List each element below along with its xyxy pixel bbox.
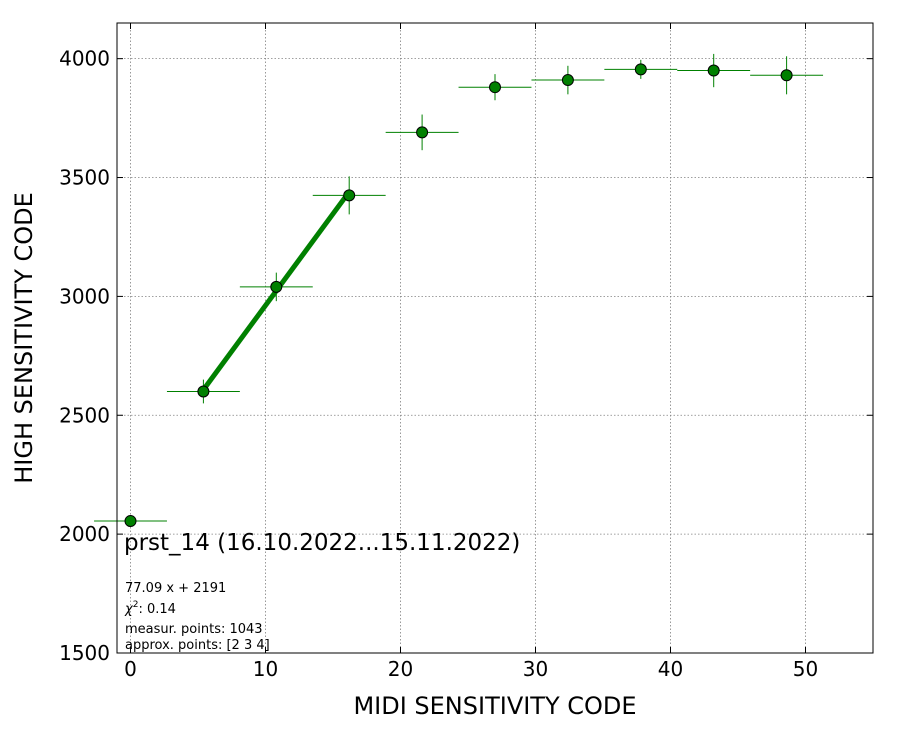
x-tick-label: 0: [124, 657, 137, 681]
data-point: [634, 63, 647, 76]
data-point: [416, 126, 429, 139]
y-tick-label: 2500: [59, 403, 110, 427]
data-point: [197, 385, 210, 398]
approximation-points: approx. points: [2 3 4]: [125, 638, 270, 653]
y-tick-label: 4000: [59, 47, 110, 71]
data-points-layer: [94, 53, 824, 528]
plot-frame: [116, 22, 874, 654]
fit-equation: 77.09 x + 2191: [125, 581, 226, 596]
x-tick-label: 50: [793, 657, 818, 681]
annotation-title: prst_14 (16.10.2022...15.11.2022): [124, 530, 520, 556]
data-point: [270, 280, 283, 293]
x-axis-label: MIDI SENSITIVITY CODE: [353, 692, 636, 720]
data-point: [343, 189, 356, 202]
grid-lines: [117, 23, 873, 654]
y-tick-label: 1500: [59, 641, 110, 665]
data-point: [561, 74, 574, 87]
y-tick-label: 3000: [59, 284, 110, 308]
chi-superscript: 2: [133, 600, 139, 610]
y-axis-label: HIGH SENSITIVITY CODE: [10, 192, 38, 484]
x-tick-label: 30: [523, 657, 548, 681]
chi-symbol: χ: [124, 602, 134, 617]
measurement-points: measur. points: 1043: [125, 622, 263, 637]
data-point: [124, 515, 137, 528]
y-tick-label: 2000: [59, 522, 110, 546]
axis-ticks: 0 10 20 30 40 50 1500 2000 2500 3000 3500 4000: [59, 23, 873, 681]
x-tick-label: 10: [253, 657, 278, 681]
data-point: [707, 64, 720, 77]
data-point: [489, 81, 501, 94]
x-tick-label: 40: [658, 657, 683, 681]
y-tick-label: 3500: [59, 166, 110, 190]
chi-square: χ2: 0.14: [124, 600, 176, 617]
data-point: [780, 69, 793, 82]
chi-value: : 0.14: [138, 602, 175, 617]
x-tick-label: 20: [388, 657, 413, 681]
